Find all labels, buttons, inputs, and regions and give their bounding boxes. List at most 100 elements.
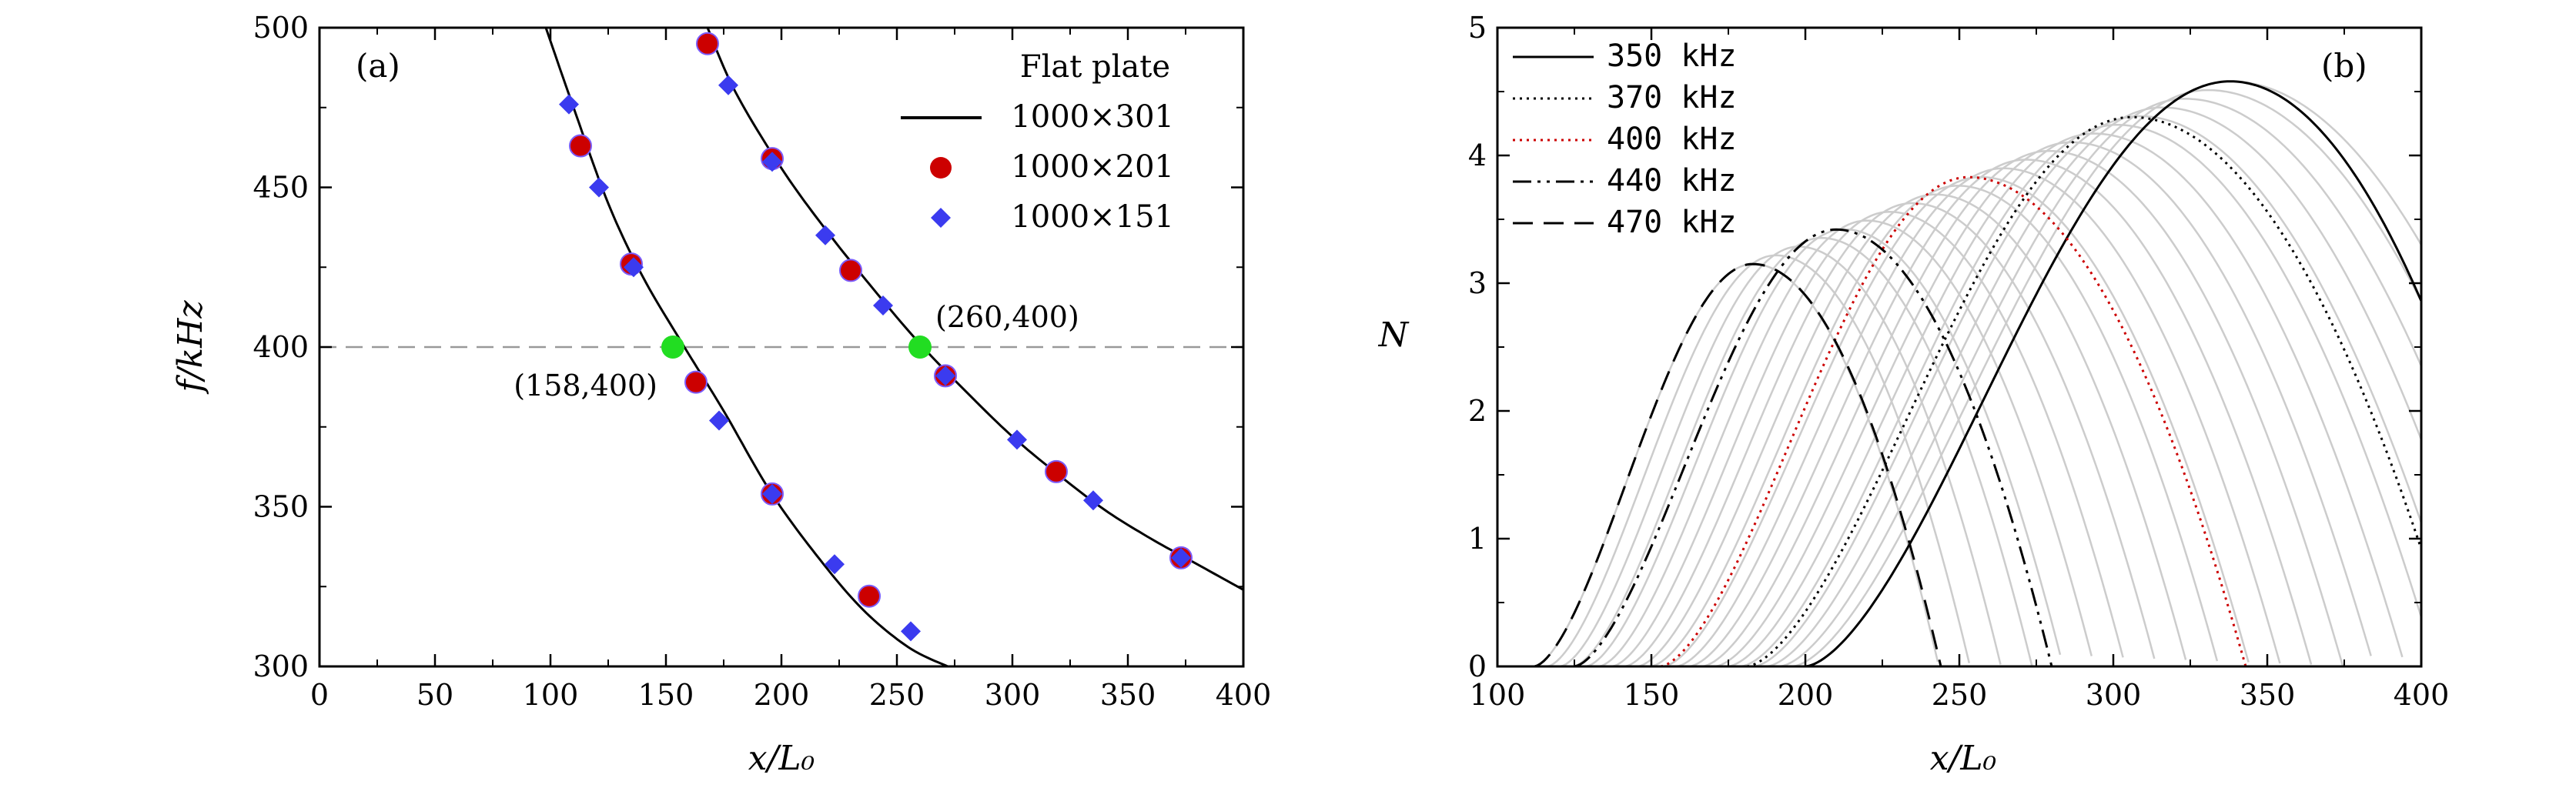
y-tick-label: 450: [253, 171, 309, 205]
legend-entry-label: 1000×151: [1011, 199, 1174, 235]
marker-diamond: [935, 366, 955, 386]
highlight-points: (158,400) (260,400): [514, 300, 1079, 402]
x-tick-label: 50: [417, 678, 453, 712]
background-curve: [1624, 202, 2156, 666]
highlighted-curves: [1534, 80, 2421, 666]
background-curve: [1779, 98, 2421, 666]
tick-labels: 0 50 100 150 200 250 300 350 400 300 350 400 450 500: [253, 11, 1271, 712]
plot-frame: [318, 26, 1245, 668]
x-tick-label: 150: [638, 678, 694, 712]
marker-diamond: [1171, 547, 1191, 568]
highlight-point: [908, 336, 932, 359]
panel-label: (a): [356, 47, 400, 85]
background-curve: [1766, 106, 2421, 666]
panel-a-chart: (158,400) (260,400) 0 50 100 150 200 250 300 350…: [171, 11, 1271, 778]
legend-circle-sample: [930, 157, 952, 179]
legend-entry-label: 1000×201: [1011, 149, 1174, 185]
curve-470-khz: [1534, 262, 1942, 666]
legend-entry-label: 1000×301: [1011, 99, 1174, 135]
background-curve: [1637, 193, 2187, 666]
y-tick-label: 4: [1468, 139, 1487, 172]
background-curve: [1701, 149, 2344, 666]
data-markers: [559, 32, 1193, 642]
y-axis-label: N: [1378, 316, 1410, 355]
highlight-point: [661, 336, 684, 359]
marker-diamond: [624, 257, 644, 278]
y-tick-label: 5: [1468, 11, 1487, 45]
background-curve: [1753, 115, 2421, 666]
marker-diamond: [825, 554, 845, 575]
y-tick-label: 400: [253, 330, 309, 364]
marker-diamond: [873, 296, 893, 316]
curve-350-khz: [1805, 80, 2421, 666]
x-tick-label: 300: [985, 678, 1041, 712]
marker-diamond: [762, 483, 782, 504]
marker-diamond: [762, 152, 782, 172]
x-tick-label: 250: [869, 678, 925, 712]
marker-diamond: [559, 94, 579, 115]
marker-diamond: [1007, 429, 1027, 450]
x-tick-label: 400: [1216, 678, 1272, 712]
legend-entry-label: 440 kHz: [1607, 163, 1737, 199]
background-curve: [1598, 219, 2093, 666]
curve-400-khz: [1660, 175, 2247, 666]
marker-diamond: [718, 75, 738, 95]
background-curve: [1792, 88, 2421, 666]
background-curve: [1676, 167, 2281, 666]
background-curve: [1585, 228, 2062, 666]
panel-label: (b): [2321, 47, 2367, 85]
marker-circle: [684, 370, 708, 394]
panel-b-chart: 100 150 200 250 300 350 400 0 1 2 3 4 5 350 kHz 370 k…: [1378, 11, 2450, 778]
marker-circle: [839, 259, 862, 282]
background-curve: [1728, 132, 2404, 666]
marker-circle: [569, 134, 592, 158]
marker-diamond: [815, 225, 835, 245]
background-curve: [1611, 211, 2124, 666]
y-tick-label: 3: [1468, 266, 1487, 300]
curve-440-khz: [1574, 228, 2053, 666]
plot-frame: [1496, 26, 2423, 668]
legend-entry-label: 470 kHz: [1607, 205, 1737, 240]
marker-circle: [696, 32, 719, 55]
background-curve: [1560, 245, 2002, 666]
x-tick-label: 100: [523, 678, 579, 712]
legend: Flat plate 1000×301 1000×201 1000×151: [901, 49, 1174, 235]
tick-labels: 100 150 200 250 300 350 400 0 1 2 3 4 5: [1468, 11, 2449, 712]
y-tick-label: 2: [1468, 394, 1487, 428]
background-curve: [1715, 141, 2372, 666]
fit-curve-branch-2: [706, 28, 1243, 591]
legend-title: Flat plate: [1020, 49, 1170, 85]
x-tick-label: 100: [1470, 678, 1526, 712]
highlight-label: (158,400): [514, 369, 657, 402]
background-curve: [1688, 159, 2313, 666]
background-curve: [1663, 175, 2250, 666]
legend: 350 kHz 370 kHz 400 kHz 440 kHz 470 kHz: [1513, 38, 1737, 240]
highlight-label: (260,400): [935, 300, 1079, 334]
marker-diamond: [709, 410, 729, 431]
fit-curves: [544, 28, 1243, 666]
x-tick-label: 400: [2394, 678, 2450, 712]
marker-circle: [1045, 459, 1068, 483]
marker-diamond: [589, 177, 609, 198]
y-tick-label: 0: [1468, 649, 1487, 683]
x-tick-label: 300: [2086, 678, 2142, 712]
x-axis-label: x/L₀: [1930, 739, 1997, 778]
fit-curve-branch-1: [544, 28, 948, 666]
x-axis-label: x/L₀: [748, 739, 815, 778]
x-tick-label: 200: [1778, 678, 1834, 712]
background-curve: [1650, 185, 2219, 666]
marker-diamond: [1083, 490, 1103, 511]
x-tick-label: 350: [2240, 678, 2296, 712]
y-tick-label: 350: [253, 490, 309, 524]
x-tick-label: 250: [1932, 678, 1988, 712]
background-curve: [1740, 123, 2421, 666]
legend-diamond-sample: [931, 208, 951, 228]
x-tick-label: 150: [1624, 678, 1680, 712]
x-tick-label: 0: [310, 678, 329, 712]
y-axis-label: f/kHz: [171, 300, 210, 395]
x-tick-label: 200: [754, 678, 810, 712]
legend-entry-label: 370 kHz: [1607, 80, 1737, 115]
legend-entry-label: 400 kHz: [1607, 122, 1737, 157]
marker-circle: [858, 584, 881, 608]
